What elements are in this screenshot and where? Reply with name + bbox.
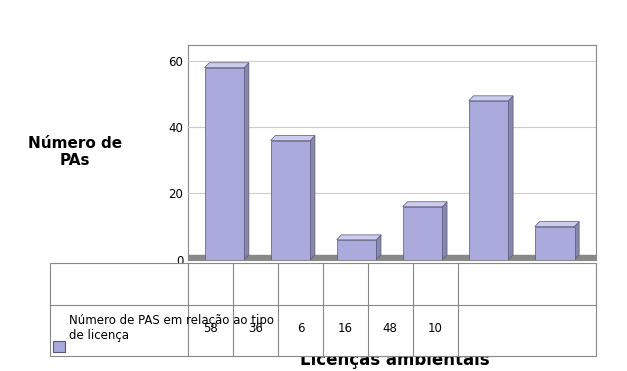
Bar xyxy=(188,255,596,266)
Bar xyxy=(469,101,508,260)
Polygon shape xyxy=(204,63,249,68)
Text: Número de
PAs: Número de PAs xyxy=(28,136,122,168)
Text: 16: 16 xyxy=(338,322,353,335)
Polygon shape xyxy=(245,63,249,260)
Polygon shape xyxy=(337,235,381,240)
Polygon shape xyxy=(535,221,579,227)
Text: 10: 10 xyxy=(428,322,443,335)
Bar xyxy=(535,227,574,260)
Text: Número de PAS em relação ao tipo
de licença: Número de PAS em relação ao tipo de lice… xyxy=(69,314,274,342)
Bar xyxy=(337,240,376,260)
Text: Licenças ambientais: Licenças ambientais xyxy=(300,351,490,369)
Bar xyxy=(271,141,310,260)
Bar xyxy=(403,207,443,260)
Polygon shape xyxy=(310,135,315,260)
Polygon shape xyxy=(574,221,579,260)
Text: 58: 58 xyxy=(203,322,218,335)
Polygon shape xyxy=(508,96,513,260)
Polygon shape xyxy=(443,202,447,260)
Polygon shape xyxy=(271,135,315,141)
Text: 48: 48 xyxy=(383,322,398,335)
Text: 36: 36 xyxy=(248,322,263,335)
Polygon shape xyxy=(469,96,513,101)
Text: 6: 6 xyxy=(297,322,304,335)
Polygon shape xyxy=(376,235,381,260)
Bar xyxy=(204,68,245,260)
Polygon shape xyxy=(403,202,447,207)
